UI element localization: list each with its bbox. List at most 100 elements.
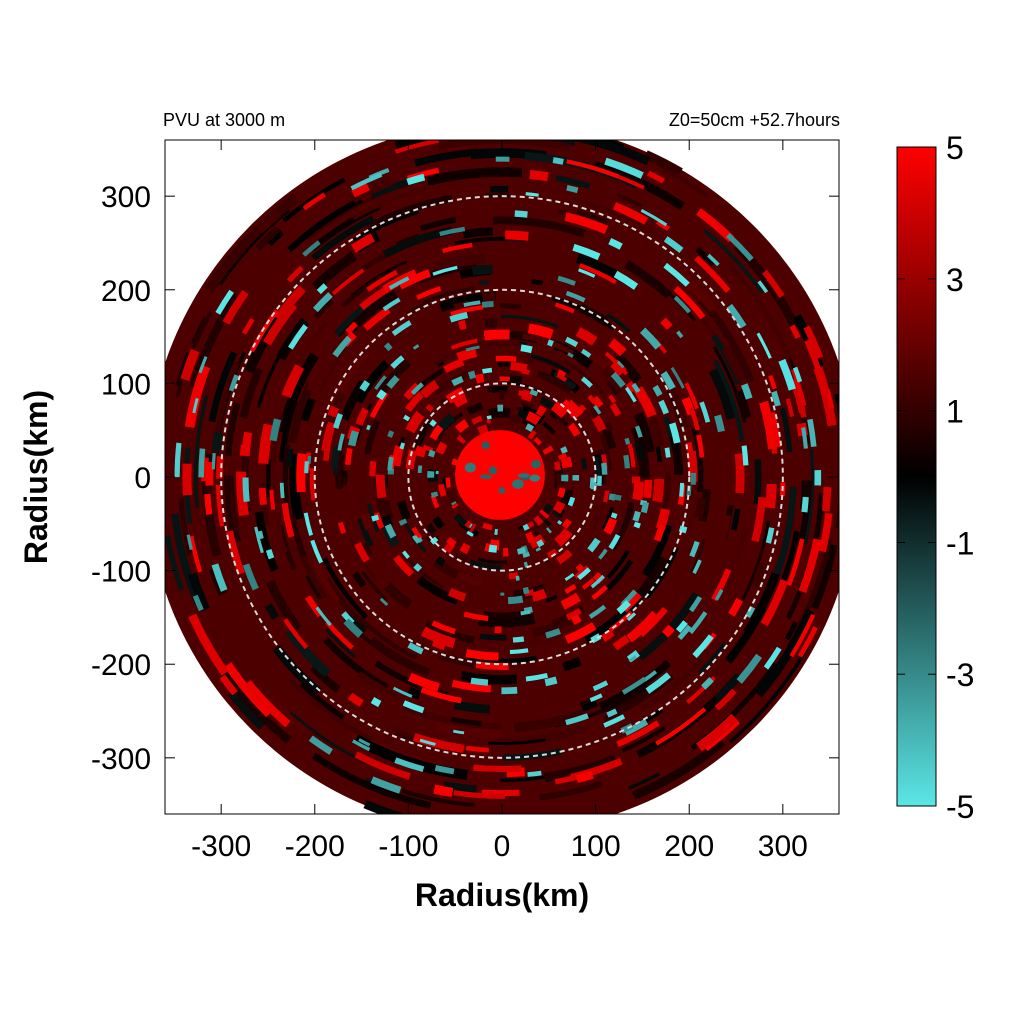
field-positive-segment: [688, 406, 701, 431]
field-texture-segment: [324, 577, 357, 618]
field-positive-segment: [575, 326, 598, 346]
field-negative-segment: [578, 268, 596, 278]
field-texture-segment: [265, 227, 284, 247]
field-texture-segment: [309, 664, 341, 693]
field-negative-segment: [714, 414, 725, 433]
field-positive-segment: [632, 481, 645, 501]
field-negative-segment: [308, 735, 333, 755]
field-negative-segment: [726, 303, 747, 329]
field-negative-segment: [399, 442, 406, 450]
field-core-speck: [498, 486, 506, 494]
field-texture-segment: [270, 462, 288, 554]
field-positive-segment: [510, 124, 565, 138]
field-positive-segment: [258, 487, 267, 506]
field-texture-segment: [562, 656, 582, 672]
field-texture-segment: [543, 519, 552, 527]
field-negative-segment: [580, 376, 593, 388]
field-positive-segment: [451, 679, 492, 693]
field-negative-segment: [544, 676, 558, 687]
field-texture-segment: [337, 439, 345, 490]
y-tick-label: 300: [101, 181, 151, 214]
field-texture-segment: [414, 148, 478, 167]
field-texture-segment: [287, 381, 315, 444]
field-texture-segment: [415, 812, 424, 814]
field-positive-segment: [696, 208, 735, 243]
field-positive-segment: [369, 460, 377, 477]
field-texture-segment: [165, 552, 166, 558]
field-texture-segment: [426, 167, 523, 186]
field-positive-segment: [539, 509, 550, 519]
field-positive-segment: [550, 401, 569, 419]
field-positive-segment: [560, 592, 582, 610]
field-positive-segment: [351, 183, 370, 198]
field-positive-segment: [570, 614, 582, 625]
field-positive-segment: [350, 233, 375, 253]
field-negative-segment: [587, 537, 601, 553]
field-texture-segment: [361, 571, 388, 601]
field-texture-segment: [570, 338, 615, 375]
field-texture-segment: [634, 442, 645, 460]
colorbar-tick-label: 3: [946, 262, 964, 298]
field-negative-segment: [382, 297, 401, 312]
field-positive-segment: [608, 394, 617, 404]
field-texture-segment: [703, 514, 732, 577]
field-texture-segment: [435, 721, 500, 739]
field-texture-segment: [641, 524, 672, 578]
field-positive-segment: [180, 348, 200, 381]
field-negative-segment: [509, 648, 529, 655]
field-positive-segment: [557, 487, 566, 498]
field-positive-segment: [527, 323, 554, 340]
field-texture-segment: [295, 544, 328, 600]
field-texture-segment: [193, 394, 209, 508]
field-negative-segment: [501, 686, 518, 695]
field-texture-segment: [321, 522, 332, 543]
field-negative-segment: [198, 448, 206, 478]
field-texture-segment: [547, 676, 614, 708]
field-core-speck: [464, 462, 476, 473]
field-texture-segment: [439, 398, 446, 404]
field-texture-segment: [631, 738, 726, 800]
field-negative-segment: [451, 501, 457, 506]
field-negative-segment: [495, 156, 510, 162]
field-texture-segment: [786, 537, 833, 648]
field-negative-segment: [371, 514, 380, 522]
field-texture-segment: [425, 523, 437, 535]
field-negative-segment: [402, 700, 425, 714]
field-texture-segment: [440, 591, 452, 600]
field-texture-segment: [835, 495, 839, 529]
field-negative-segment: [343, 618, 364, 638]
field-negative-segment: [481, 301, 494, 308]
field-negative-segment: [669, 422, 681, 444]
field-positive-segment: [274, 285, 306, 322]
field-negative-segment: [379, 597, 389, 606]
field-texture-segment: [834, 393, 839, 418]
field-texture-segment: [555, 417, 569, 433]
field-texture-segment: [628, 772, 660, 790]
field-texture-segment: [322, 557, 369, 620]
field-positive-segment: [420, 626, 456, 649]
field-positive-segment: [821, 487, 832, 512]
field-texture-segment: [282, 443, 292, 517]
field-texture-segment: [643, 150, 683, 177]
field-negative-segment: [546, 527, 552, 534]
field-negative-segment: [310, 539, 324, 564]
field-texture-segment: [435, 431, 446, 446]
field-texture-segment: [211, 431, 223, 452]
field-texture-segment: [725, 260, 793, 361]
field-negative-segment: [690, 472, 696, 485]
field-positive-segment: [486, 419, 492, 424]
field-negative-segment: [814, 470, 822, 486]
field-texture-segment: [779, 407, 793, 453]
field-texture-segment: [471, 264, 493, 276]
field-negative-segment: [692, 634, 714, 659]
field-positive-segment: [791, 368, 807, 407]
field-positive-segment: [769, 411, 782, 448]
field-positive-segment: [592, 572, 605, 584]
field-negative-segment: [366, 424, 371, 431]
field-texture-segment: [736, 674, 751, 691]
field-texture-segment: [454, 550, 470, 565]
y-tick-label: -100: [91, 556, 151, 589]
field-negative-segment: [211, 563, 228, 592]
field-texture-segment: [489, 185, 509, 193]
field-texture-segment: [669, 435, 684, 475]
